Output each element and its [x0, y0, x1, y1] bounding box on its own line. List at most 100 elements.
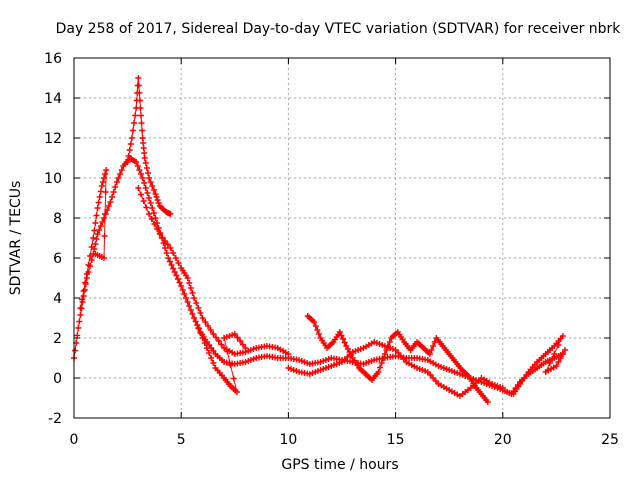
data-point [80, 288, 87, 294]
data-point [151, 221, 158, 227]
data-point [199, 315, 206, 321]
x-tick-label: 15 [387, 432, 405, 448]
data-point [148, 216, 155, 222]
data-point [94, 205, 101, 211]
series-late-recovery [510, 333, 568, 397]
data-point [557, 355, 564, 361]
data-point [559, 333, 566, 339]
data-point [93, 236, 100, 242]
data-point [205, 323, 211, 329]
data-point [146, 211, 153, 217]
data-point [137, 105, 144, 111]
data-point [227, 362, 234, 368]
data-point [112, 184, 119, 190]
data-point [162, 245, 169, 251]
data-point [484, 399, 491, 405]
x-tick-label: 10 [279, 432, 297, 448]
data-point [193, 300, 200, 306]
data-point [135, 75, 142, 81]
data-point [96, 194, 103, 200]
data-point [428, 347, 435, 353]
data-point [117, 171, 124, 177]
data-point [213, 334, 220, 341]
data-point [87, 253, 94, 259]
data-point [210, 360, 217, 366]
data-point [314, 327, 321, 333]
data-point [234, 334, 241, 341]
x-axis-ticks: 0 5 10 15 20 25 [70, 58, 619, 448]
data-point [149, 183, 156, 189]
data-point [76, 318, 83, 325]
data-point [129, 127, 136, 134]
x-tick-label: 0 [70, 432, 79, 448]
data-point [173, 272, 180, 279]
data-point [181, 291, 188, 297]
data-series [71, 75, 568, 405]
data-point [140, 198, 147, 204]
data-point [153, 194, 160, 200]
data-point [124, 159, 131, 165]
y-tick-label: 0 [53, 371, 62, 387]
series-peak-branch [124, 75, 174, 217]
chart-title: Day 258 of 2017, Sidereal Day-to-day VTE… [56, 21, 622, 37]
data-point [375, 369, 382, 375]
data-point [101, 233, 108, 239]
grid [74, 58, 610, 418]
data-point [107, 199, 114, 205]
data-point [146, 195, 153, 201]
data-point [138, 191, 144, 198]
data-point [99, 179, 106, 185]
data-point [72, 347, 79, 354]
data-point [174, 276, 181, 282]
data-point [113, 179, 120, 185]
y-tick-label: 6 [53, 251, 62, 267]
series-mid-cluster-b [285, 339, 506, 399]
data-point [92, 220, 99, 226]
data-point [172, 255, 179, 261]
data-point [147, 179, 154, 185]
data-point [79, 296, 86, 303]
data-point [170, 250, 177, 256]
data-point [134, 163, 141, 169]
data-point [167, 211, 174, 217]
data-point [553, 363, 560, 369]
data-point [166, 258, 173, 265]
data-point [189, 290, 196, 296]
data-point [97, 223, 104, 229]
x-axis-label: GPS time / hours [281, 457, 398, 473]
data-point [131, 120, 138, 126]
data-point [133, 159, 140, 165]
data-point [426, 351, 433, 357]
data-point [102, 189, 109, 195]
data-point [383, 347, 390, 353]
y-tick-label: 12 [44, 131, 62, 147]
data-point [142, 185, 149, 191]
data-point [183, 295, 190, 301]
data-point [101, 175, 108, 181]
data-point [311, 319, 318, 325]
data-point [138, 120, 145, 126]
data-point [167, 245, 174, 251]
data-point [559, 351, 566, 357]
data-point [147, 200, 154, 206]
data-point [102, 211, 109, 217]
data-point [143, 204, 150, 211]
data-point [138, 171, 144, 177]
data-point [207, 327, 214, 333]
data-point [141, 180, 148, 186]
data-point [195, 325, 202, 331]
data-point [77, 312, 84, 318]
data-point [561, 347, 568, 353]
data-point [149, 205, 156, 211]
data-point [189, 311, 196, 317]
data-point [155, 200, 162, 206]
data-point [115, 175, 122, 181]
data-point [315, 331, 322, 337]
data-point [146, 175, 153, 181]
y-tick-label: 14 [44, 91, 62, 107]
y-tick-label: 10 [44, 171, 62, 187]
data-point [93, 212, 100, 219]
data-point [159, 234, 166, 241]
data-point [386, 339, 393, 345]
data-point [132, 112, 139, 119]
